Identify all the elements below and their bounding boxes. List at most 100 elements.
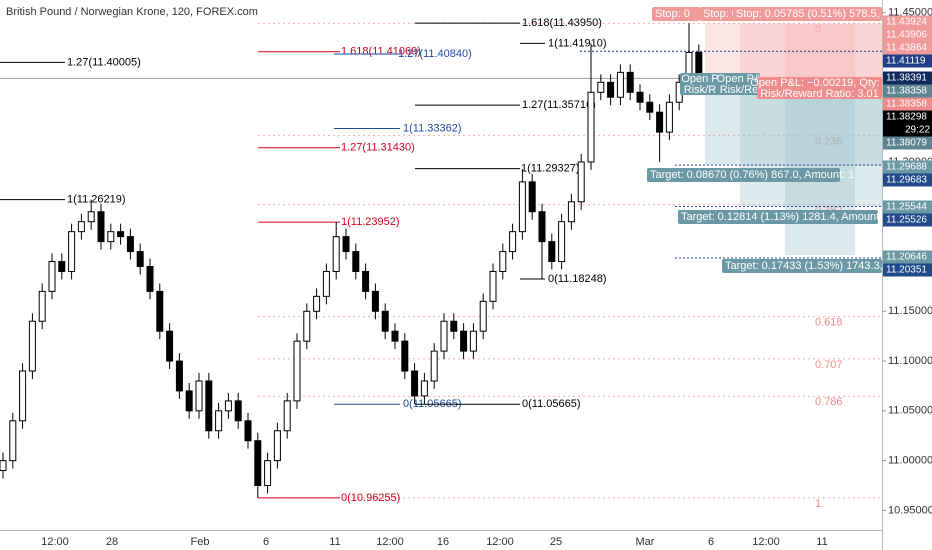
candle-body xyxy=(509,231,517,253)
candle-body xyxy=(538,211,546,243)
candle-body xyxy=(607,81,615,98)
candle-body xyxy=(195,380,203,412)
price-tag xyxy=(883,136,932,150)
candle-body xyxy=(450,320,458,332)
position-label-box xyxy=(718,73,760,95)
price-tag-label: 11.29683 xyxy=(886,175,927,186)
annotation-label: 1(11.33362) xyxy=(403,122,462,134)
candle-body xyxy=(19,370,27,422)
annotation-label: 1.27(11.40840) xyxy=(398,48,472,60)
x-tick-label: Feb xyxy=(191,536,210,548)
candle-body xyxy=(616,71,624,98)
position-label-box xyxy=(733,7,882,21)
price-tag-label: 29:22 xyxy=(905,125,930,136)
position-label: Open P&L: −0.00219, Qty: 0 xyxy=(750,77,889,89)
target-zone xyxy=(740,78,882,207)
candle-body xyxy=(411,370,419,397)
y-tick-label: 11.10000 xyxy=(888,355,932,367)
position-label-box xyxy=(722,259,882,273)
candle-body xyxy=(166,330,174,362)
position-label: Risk/R xyxy=(684,84,716,96)
candle-body xyxy=(401,340,409,372)
x-tick-label: 6 xyxy=(708,536,714,548)
position-label-box xyxy=(647,168,840,182)
price-tag-label: 11.43924 xyxy=(886,17,927,28)
candle-body xyxy=(322,270,330,297)
candle-body xyxy=(420,380,428,397)
candle-body xyxy=(9,420,17,462)
candle-body xyxy=(97,211,105,243)
y-tick-label: 11.15000 xyxy=(888,305,932,317)
candle-body xyxy=(460,330,468,352)
candle-body xyxy=(48,261,56,292)
candle-body xyxy=(656,111,664,133)
candle-body xyxy=(156,290,164,332)
price-tag xyxy=(883,97,932,111)
candle-body xyxy=(28,320,36,372)
x-tick-label: 28 xyxy=(106,536,118,548)
annotation-label: 1.27(11.31430) xyxy=(341,142,415,154)
position-label: Open P& xyxy=(717,73,762,85)
x-tick-label: 25 xyxy=(550,536,562,548)
candle-body xyxy=(597,81,605,93)
price-tag-label: 11.38358 xyxy=(886,86,927,97)
x-tick-label: 12:00 xyxy=(752,536,780,548)
price-tag-label: 11.43906 xyxy=(886,30,927,41)
position-label: Risk/Reward Ratio: 3.01 xyxy=(760,88,879,100)
candle-body xyxy=(303,310,311,342)
candle-body xyxy=(489,270,497,302)
position-label-box xyxy=(680,73,720,95)
annotation-label: 1(11.23952) xyxy=(341,216,400,228)
candle-body xyxy=(273,430,281,462)
y-tick-label: 11.05000 xyxy=(888,405,932,417)
price-tag xyxy=(883,54,932,68)
fib-level-label: 0.236 xyxy=(815,135,843,147)
annotation-label: 0(11.05665) xyxy=(522,398,581,410)
candle-body xyxy=(205,380,213,432)
candle-body xyxy=(293,340,301,402)
y-tick-label: 11.00000 xyxy=(888,455,932,467)
position-label: Risk/Re xyxy=(720,84,759,96)
candle-body xyxy=(77,221,85,233)
candle-body xyxy=(185,390,193,412)
candle-body xyxy=(0,460,7,472)
annotation-label: 1(11.41910) xyxy=(548,37,607,49)
candle-body xyxy=(430,350,438,382)
x-tick-label: 16 xyxy=(437,536,449,548)
candle-body xyxy=(469,330,477,352)
candle-body xyxy=(342,236,350,253)
price-tag-label: 11.38358 xyxy=(886,99,927,110)
candle-body xyxy=(264,460,272,487)
candle-body xyxy=(499,251,507,272)
candle-body xyxy=(391,330,399,342)
fib-level-label: 0.707 xyxy=(815,359,843,371)
candle-body xyxy=(58,261,66,272)
position-label: Target: 0.08670 (0.76%) 867.0, Amount: 1 xyxy=(650,169,854,181)
candle-body xyxy=(558,221,566,263)
position-label: Stop: 0 xyxy=(655,8,690,20)
x-tick-label: 6 xyxy=(263,536,269,548)
annotation-label: 1.618(11.43950) xyxy=(522,17,602,29)
candle-body xyxy=(146,265,154,292)
annotation-label: 0(10.96255) xyxy=(341,492,400,504)
candle-body xyxy=(234,400,242,422)
axes: 11.4500011.4000011.3500011.3000011.25000… xyxy=(41,7,932,548)
candle-body xyxy=(587,91,595,163)
price-tag xyxy=(883,84,932,98)
price-tag xyxy=(883,110,932,124)
price-tag xyxy=(883,173,932,187)
price-tag xyxy=(883,71,932,85)
candle-body xyxy=(107,231,115,243)
price-tag xyxy=(883,15,932,29)
position-label: Target: 0.12814 (1.13%) 1281.4, Amount: … xyxy=(681,211,891,223)
annotation-label: 0(11.18248) xyxy=(548,273,607,285)
x-tick-label: 11 xyxy=(329,536,340,548)
candle-body xyxy=(175,360,183,392)
price-tag xyxy=(883,41,932,55)
price-tag-label: 11.38079 xyxy=(886,138,927,149)
position-label: Target: 0.17433 (1.53%) 1743.3, Amo xyxy=(725,260,908,272)
candle-body xyxy=(283,400,291,432)
price-tag xyxy=(883,123,932,137)
candle-body xyxy=(224,400,232,412)
plot-area: 00.2360.3820.6180.7070.78611.618(11.4395… xyxy=(0,7,908,510)
